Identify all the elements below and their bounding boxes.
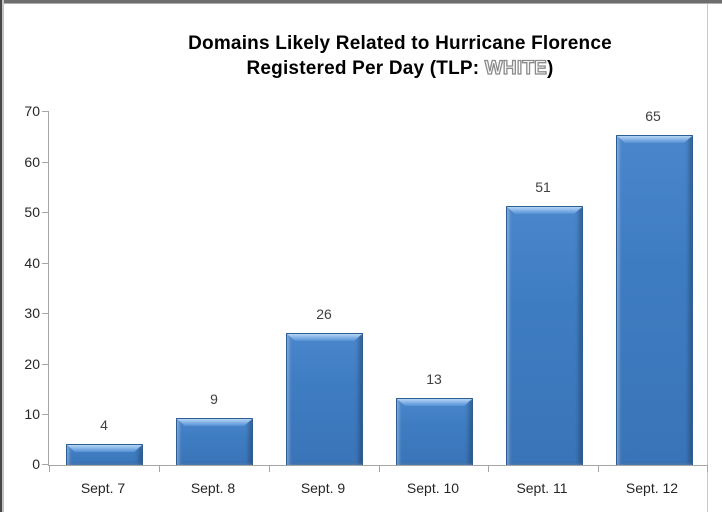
chart-title-line2-prefix: Registered Per Day (TLP: xyxy=(246,58,485,79)
y-axis-tick-label: 20 xyxy=(24,356,40,372)
x-axis-category-label: Sept. 8 xyxy=(190,480,236,496)
x-axis-tick xyxy=(707,466,708,472)
x-axis-tick xyxy=(488,466,489,472)
chart-title-line2-suffix: ) xyxy=(547,58,554,79)
y-axis-labels: 0 10 20 30 40 50 60 70 xyxy=(0,103,40,472)
y-axis-tick xyxy=(42,364,48,365)
y-axis-tick xyxy=(42,111,48,112)
window-top-edge xyxy=(0,0,722,3)
x-axis-tick xyxy=(379,466,380,472)
y-axis-tick xyxy=(42,414,48,415)
window-left-edge xyxy=(0,0,2,512)
y-axis-tick-label: 0 xyxy=(32,456,40,472)
x-axis-tick xyxy=(49,466,50,472)
plot-area: 4 9 26 13 51 65 xyxy=(42,108,708,472)
y-axis-tick xyxy=(42,464,48,465)
y-axis-tick-label: 30 xyxy=(24,305,40,321)
y-axis-tick-label: 60 xyxy=(24,154,40,170)
window-left-edge-highlight xyxy=(2,0,4,512)
x-axis-tick xyxy=(159,466,160,472)
bar-value-label: 9 xyxy=(210,391,218,407)
bar-sept-10 xyxy=(396,398,473,465)
bar-value-label: 51 xyxy=(535,179,551,195)
y-axis-tick-label: 50 xyxy=(24,204,40,220)
y-axis-tick-label: 70 xyxy=(24,103,40,119)
x-axis-category-label: Sept. 9 xyxy=(300,480,346,496)
x-axis-labels: Sept. 7 Sept. 8 Sept. 9 Sept. 10 Sept. 11 Sep… xyxy=(48,480,707,500)
bar-sept-11 xyxy=(506,206,583,465)
bar-value-label: 26 xyxy=(316,306,332,322)
x-axis-tick xyxy=(598,466,599,472)
x-axis-category-label: Sept. 12 xyxy=(625,480,679,496)
x-axis-category-label: Sept. 10 xyxy=(406,480,460,496)
y-axis-tick xyxy=(42,263,48,264)
bar-sept-7 xyxy=(66,444,143,465)
y-axis-tick-label: 10 xyxy=(24,406,40,422)
y-axis-tick xyxy=(42,313,48,314)
x-axis-category-label: Sept. 7 xyxy=(80,480,126,496)
bar-sept-8 xyxy=(176,418,253,465)
y-axis-tick xyxy=(42,162,48,163)
bar-sept-12 xyxy=(616,135,693,465)
y-axis-tick-label: 40 xyxy=(24,255,40,271)
bar-value-label: 4 xyxy=(100,417,108,433)
bar-value-label: 65 xyxy=(645,108,661,124)
tlp-white-label: WHITE xyxy=(484,57,548,79)
chart-title-line1: Domains Likely Related to Hurricane Flor… xyxy=(188,33,612,54)
x-axis-tick xyxy=(269,466,270,472)
bar-value-label: 13 xyxy=(426,371,442,387)
window-top-edge-highlight xyxy=(0,3,722,4)
chart-title-line2: Registered Per Day (TLP: WHITE) xyxy=(80,56,720,81)
chart-area-right-border xyxy=(707,4,708,512)
y-axis-tick xyxy=(42,212,48,213)
chart-title: Domains Likely Related to Hurricane Flor… xyxy=(80,31,720,81)
bar-sept-9 xyxy=(286,333,363,465)
x-axis-category-label: Sept. 11 xyxy=(516,480,568,496)
